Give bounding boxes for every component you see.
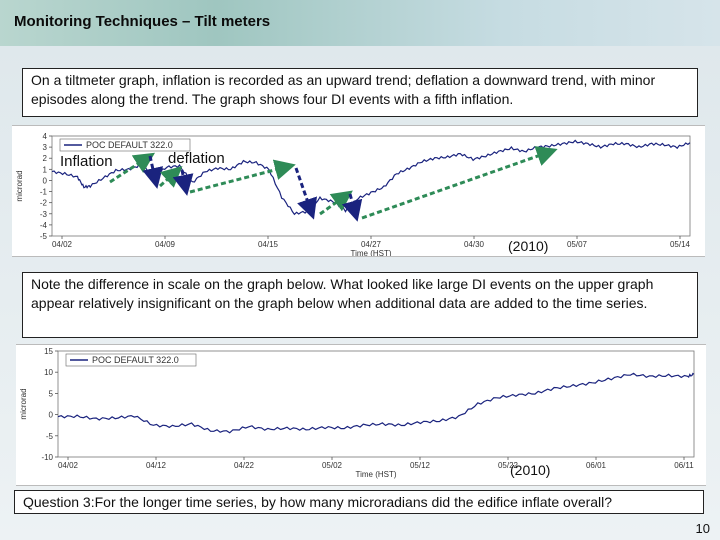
y-tick-label: -10 [41, 453, 53, 462]
y-tick-label: 4 [43, 132, 48, 141]
y-tick-label: 3 [43, 143, 48, 152]
y-tick-label: 15 [44, 347, 53, 356]
inflation-label: Inflation [60, 153, 113, 170]
year-label-top: (2010) [508, 238, 549, 254]
y-tick-label: 10 [44, 368, 53, 377]
year-label-bottom: (2010) [510, 462, 551, 478]
question-box: Question 3:For the longer time series, b… [14, 490, 704, 514]
x-tick-label: 04/30 [464, 240, 485, 249]
top-text-box: On a tiltmeter graph, inflation is recor… [22, 68, 698, 117]
y-tick-label: 1 [43, 165, 48, 174]
top-chart: 4 3 2 1 0 -1 -2 -3 -4 -5 04/02 04/09 04/15 04/27 04/30… [15, 132, 691, 258]
legend-label: POC DEFAULT 322.0 [86, 140, 173, 150]
y-axis-label: microrad [19, 388, 28, 419]
x-axis-label: Time (HST) [350, 249, 391, 256]
x-tick-label: 04/27 [361, 240, 382, 249]
y-tick-label: 0 [49, 411, 54, 420]
x-tick-label: 06/11 [674, 461, 694, 470]
slide-title: Monitoring Techniques – Tilt meters [14, 13, 271, 30]
legend-box [59, 138, 191, 152]
plot-area [57, 350, 695, 458]
y-tick-label: -2 [40, 199, 48, 208]
y-tick-label: -5 [40, 232, 48, 241]
y-tick-label: -3 [40, 210, 48, 219]
x-tick-label: 04/09 [155, 240, 176, 249]
y-tick-label: -1 [40, 188, 48, 197]
legend-box [65, 353, 197, 367]
y-axis-label: microrad [15, 170, 24, 201]
page-number: 10 [695, 521, 710, 536]
x-tick-label: 04/12 [146, 461, 167, 470]
y-tick-label: 2 [43, 154, 48, 163]
deflation-label: deflation [168, 150, 225, 167]
x-tick-label: 04/22 [234, 461, 255, 470]
legend-label: POC DEFAULT 322.0 [92, 355, 179, 365]
x-tick-label: 05/07 [567, 240, 588, 249]
bottom-chart: 15 10 5 0 -5 -10 04/02 04/12 04/22 05/02 05/12 05/2… [19, 347, 695, 479]
middle-text-box: Note the difference in scale on the grap… [22, 272, 698, 338]
x-axis-label: Time (HST) [355, 470, 396, 479]
x-tick-label: 05/22 [498, 461, 519, 470]
y-tick-label: 5 [49, 389, 54, 398]
x-tick-label: 04/02 [58, 461, 79, 470]
x-tick-label: 06/01 [586, 461, 607, 470]
bottom-chart-panel: 15 10 5 0 -5 -10 04/02 04/12 04/22 05/02 05/12 05/2… [16, 344, 706, 486]
y-tick-label: -5 [46, 432, 54, 441]
top-chart-panel: 4 3 2 1 0 -1 -2 -3 -4 -5 04/02 04/09 04/15 04/27 04/30… [12, 125, 705, 258]
x-tick-label: 04/15 [258, 240, 279, 249]
x-tick-label: 04/02 [52, 240, 73, 249]
x-tick-label: 05/14 [670, 240, 691, 249]
x-tick-label: 05/02 [322, 461, 343, 470]
tilt-series-line [57, 372, 695, 434]
y-tick-label: 0 [43, 176, 48, 185]
y-tick-label: -4 [40, 221, 48, 230]
x-tick-label: 05/12 [410, 461, 431, 470]
slide-header: Monitoring Techniques – Tilt meters [0, 0, 720, 46]
